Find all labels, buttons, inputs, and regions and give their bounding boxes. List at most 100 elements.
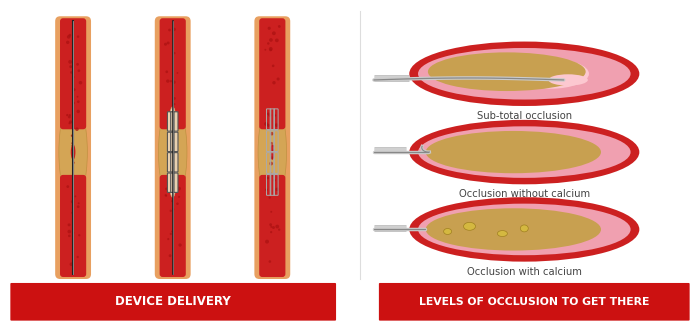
FancyBboxPatch shape <box>171 132 175 151</box>
Circle shape <box>173 97 176 100</box>
Circle shape <box>173 52 176 54</box>
Ellipse shape <box>498 230 508 237</box>
Circle shape <box>267 124 270 127</box>
Circle shape <box>175 114 176 116</box>
Circle shape <box>71 135 74 137</box>
FancyBboxPatch shape <box>174 112 178 131</box>
Ellipse shape <box>71 144 76 160</box>
Circle shape <box>170 148 172 149</box>
Circle shape <box>165 71 168 73</box>
FancyBboxPatch shape <box>254 16 290 279</box>
Circle shape <box>270 132 274 136</box>
Ellipse shape <box>270 144 274 160</box>
Circle shape <box>66 41 69 44</box>
Circle shape <box>270 173 272 176</box>
Circle shape <box>273 179 276 182</box>
Circle shape <box>272 226 275 229</box>
Circle shape <box>275 38 279 42</box>
Circle shape <box>69 120 72 124</box>
Circle shape <box>71 200 74 203</box>
FancyBboxPatch shape <box>171 112 175 131</box>
Circle shape <box>172 177 174 179</box>
Text: Occlusion with calcium: Occlusion with calcium <box>467 266 582 277</box>
FancyBboxPatch shape <box>171 173 175 192</box>
FancyBboxPatch shape <box>60 175 86 277</box>
Ellipse shape <box>512 59 589 89</box>
Circle shape <box>165 188 168 190</box>
Text: DEVICE DELIVERY: DEVICE DELIVERY <box>115 295 230 308</box>
FancyBboxPatch shape <box>174 153 178 172</box>
Circle shape <box>75 127 78 131</box>
FancyBboxPatch shape <box>259 18 286 129</box>
Ellipse shape <box>463 222 475 230</box>
Ellipse shape <box>418 126 631 178</box>
Circle shape <box>172 208 174 211</box>
Circle shape <box>169 233 172 235</box>
Circle shape <box>270 156 273 159</box>
Circle shape <box>72 162 75 164</box>
Circle shape <box>278 228 281 231</box>
FancyBboxPatch shape <box>10 283 336 321</box>
Circle shape <box>272 145 274 147</box>
Circle shape <box>272 173 275 176</box>
Circle shape <box>69 114 71 116</box>
Circle shape <box>71 142 74 145</box>
Circle shape <box>68 235 71 237</box>
Circle shape <box>176 202 178 205</box>
Circle shape <box>67 35 71 39</box>
Ellipse shape <box>426 208 601 251</box>
Circle shape <box>76 256 79 258</box>
Circle shape <box>71 212 74 214</box>
Ellipse shape <box>59 100 88 204</box>
Circle shape <box>164 43 167 46</box>
Circle shape <box>169 210 172 212</box>
Circle shape <box>269 47 273 51</box>
Circle shape <box>68 223 71 226</box>
Ellipse shape <box>410 197 639 262</box>
Circle shape <box>172 118 174 120</box>
Ellipse shape <box>444 228 452 234</box>
FancyBboxPatch shape <box>60 18 86 129</box>
Circle shape <box>77 205 80 208</box>
Circle shape <box>264 122 268 126</box>
Circle shape <box>270 223 272 226</box>
Ellipse shape <box>512 214 589 244</box>
Circle shape <box>272 81 276 84</box>
Ellipse shape <box>512 137 589 167</box>
Circle shape <box>265 240 269 243</box>
FancyBboxPatch shape <box>167 173 172 192</box>
Circle shape <box>275 225 279 228</box>
Circle shape <box>169 181 172 184</box>
Ellipse shape <box>426 131 601 173</box>
Circle shape <box>171 200 173 202</box>
Circle shape <box>267 27 271 30</box>
Circle shape <box>69 262 73 266</box>
Circle shape <box>270 162 273 165</box>
Circle shape <box>167 42 169 45</box>
Circle shape <box>270 231 272 233</box>
Ellipse shape <box>410 42 639 106</box>
Circle shape <box>77 100 80 103</box>
Circle shape <box>166 79 169 83</box>
Circle shape <box>272 149 274 151</box>
Circle shape <box>272 31 276 35</box>
Circle shape <box>274 123 279 127</box>
Circle shape <box>276 188 279 191</box>
Text: Occlusion without calcium: Occlusion without calcium <box>458 189 590 199</box>
Circle shape <box>267 177 270 179</box>
Circle shape <box>171 230 174 233</box>
FancyBboxPatch shape <box>259 175 286 277</box>
Circle shape <box>68 116 71 118</box>
Circle shape <box>178 243 182 247</box>
Circle shape <box>69 65 72 68</box>
Ellipse shape <box>418 204 631 255</box>
FancyBboxPatch shape <box>55 16 91 279</box>
Circle shape <box>76 63 79 66</box>
Circle shape <box>77 35 79 38</box>
Circle shape <box>278 25 281 28</box>
Circle shape <box>172 81 176 84</box>
Circle shape <box>78 69 80 72</box>
Circle shape <box>176 72 178 74</box>
Circle shape <box>267 42 270 45</box>
Circle shape <box>165 195 167 197</box>
